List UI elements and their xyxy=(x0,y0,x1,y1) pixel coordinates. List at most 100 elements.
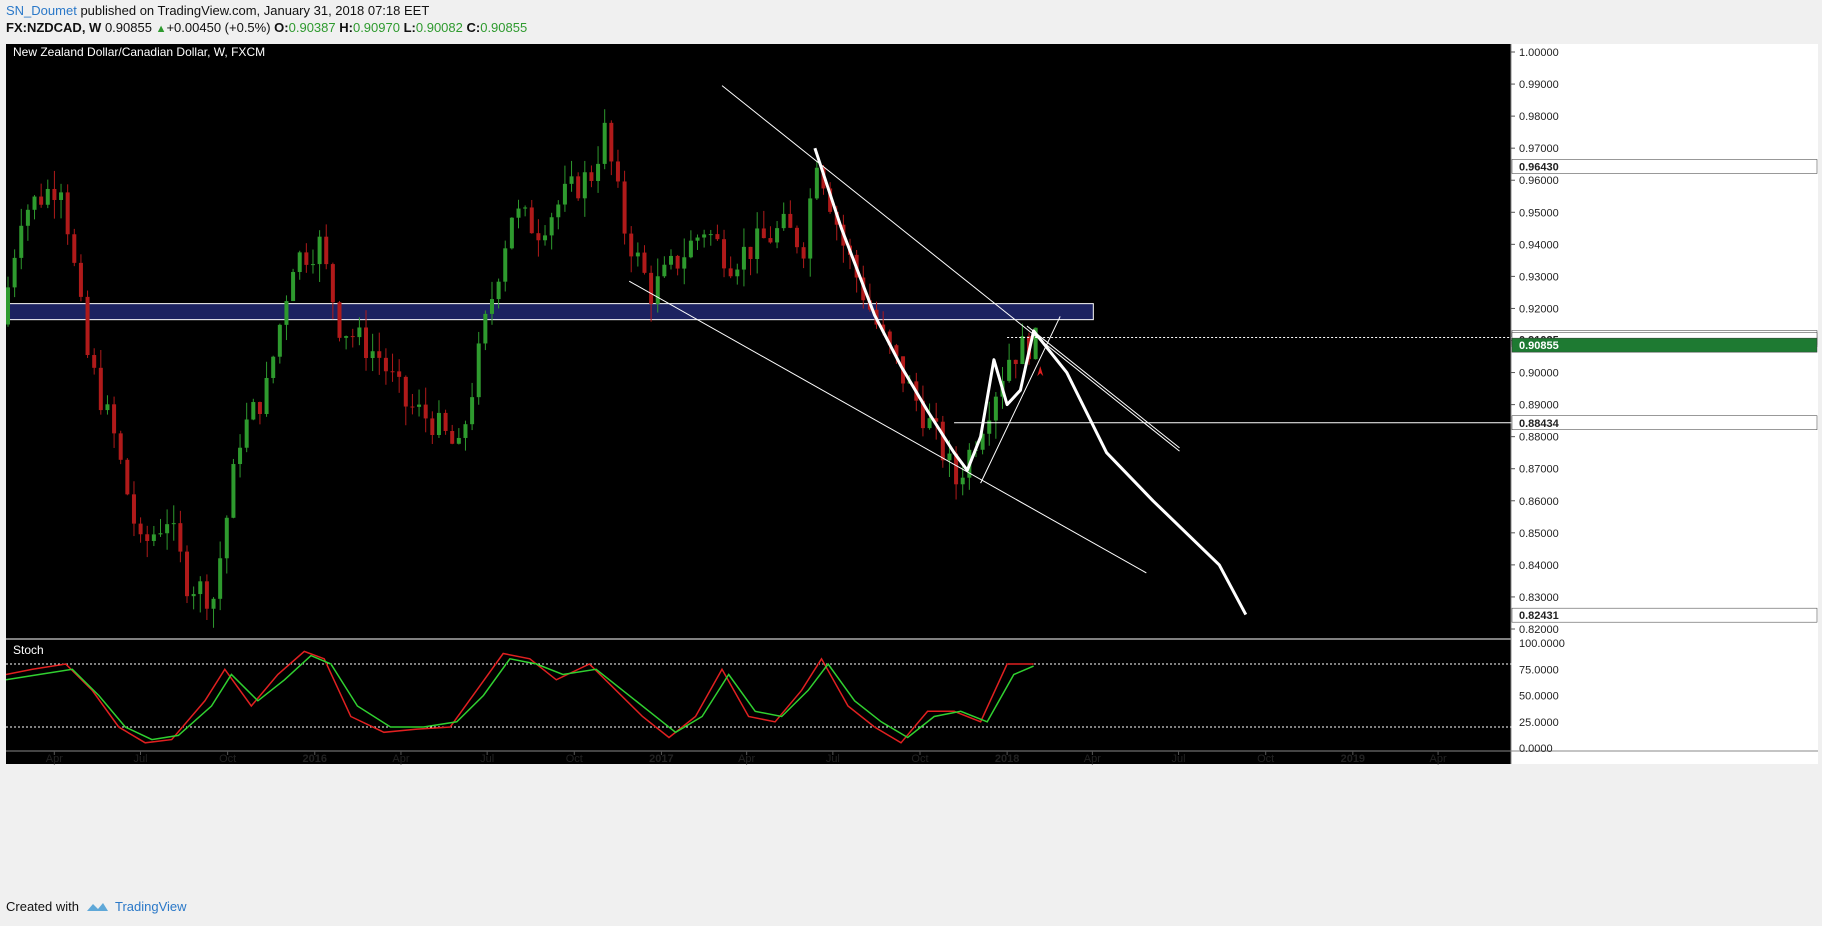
candle-body xyxy=(622,181,627,234)
candle-body xyxy=(655,276,660,304)
candle-body xyxy=(1013,359,1018,364)
stoch-tick-label: 50.0000 xyxy=(1519,691,1559,703)
candle-body xyxy=(562,183,567,205)
candle-body xyxy=(808,198,813,259)
price-axis-labels: 1.00000 0.99000 0.98000 0.97000 0.96000 0.950… xyxy=(1511,47,1818,636)
price-tick-label: 0.86000 xyxy=(1519,496,1559,508)
tradingview-link[interactable]: TradingView xyxy=(114,899,187,914)
candle-body xyxy=(158,533,163,535)
candle-body xyxy=(403,376,408,407)
price-tick-label: 0.97000 xyxy=(1519,143,1559,155)
time-tick-label: Jul xyxy=(480,753,494,765)
candle-body xyxy=(1007,359,1012,381)
candle-body xyxy=(735,269,740,277)
candle-body xyxy=(794,227,799,248)
candle-body xyxy=(596,163,601,181)
candle-body xyxy=(25,209,30,226)
price-tick-label: 0.95000 xyxy=(1519,207,1559,219)
candle-body xyxy=(476,343,481,398)
candle-body xyxy=(702,234,707,238)
time-tick-label: Jul xyxy=(1172,753,1186,765)
candle-body xyxy=(145,534,150,541)
candle-body xyxy=(722,239,727,269)
candle-body xyxy=(317,236,322,265)
price-tick-label: 0.89000 xyxy=(1519,400,1559,412)
candle-body xyxy=(291,272,296,302)
candle-body xyxy=(569,176,574,184)
candle-body xyxy=(59,192,64,200)
candle-body xyxy=(78,262,83,297)
low-value: 0.90082 xyxy=(415,20,463,35)
candle-body xyxy=(350,336,355,338)
candle-body xyxy=(536,233,541,241)
stoch-d-line xyxy=(6,654,1034,741)
candle-body xyxy=(761,228,766,239)
candle-body xyxy=(191,594,196,597)
candle-body xyxy=(463,424,468,438)
candle-body xyxy=(443,412,448,431)
candle-body xyxy=(85,296,90,356)
candle-body xyxy=(397,371,402,377)
candle-body xyxy=(516,208,521,218)
author-link[interactable]: SN_Doumet xyxy=(6,3,77,18)
time-tick-label: Apr xyxy=(46,753,63,765)
open-value: 0.90387 xyxy=(288,20,336,35)
created-with-text: Created with xyxy=(6,899,79,914)
price-tick-label: 0.92000 xyxy=(1519,303,1559,315)
candle-body xyxy=(960,477,965,485)
candle-body xyxy=(662,264,667,277)
candle-body xyxy=(238,447,243,465)
candle-body xyxy=(364,327,369,359)
candle-body xyxy=(370,351,375,359)
candle-body xyxy=(688,240,693,258)
stoch-label: Stoch xyxy=(13,643,44,657)
time-tick-label: Jul xyxy=(133,753,147,765)
low-label: L: xyxy=(403,20,416,35)
time-tick-label: Oct xyxy=(1257,753,1274,765)
candle-body xyxy=(264,377,269,415)
red-arrow-icon xyxy=(1037,366,1044,377)
candle-body xyxy=(954,453,959,485)
candle-body xyxy=(529,207,534,234)
high-label: H: xyxy=(339,20,353,35)
candle-body xyxy=(947,453,952,461)
candle-body xyxy=(138,523,143,535)
time-tick-label: Apr xyxy=(738,753,755,765)
support-price-label-box xyxy=(1511,415,1818,431)
candle-body xyxy=(894,345,899,357)
candle-body xyxy=(741,246,746,270)
time-tick-label: Apr xyxy=(392,753,409,765)
candle-body xyxy=(165,524,170,534)
candle-body xyxy=(828,188,833,212)
candle-body xyxy=(65,192,70,235)
candle-body xyxy=(668,255,673,265)
price-tick-label: 0.88000 xyxy=(1519,432,1559,444)
candle-body xyxy=(549,217,554,236)
price-chart[interactable]: New Zealand Dollar/Canadian Dollar, W, F… xyxy=(6,44,1818,889)
candle-body xyxy=(788,213,793,228)
candle-body xyxy=(934,418,939,422)
candle-body xyxy=(801,247,806,259)
price-tick-label: 0.84000 xyxy=(1519,560,1559,572)
chart-background xyxy=(6,44,1511,764)
stoch-tick-label: 25.0000 xyxy=(1519,717,1559,729)
candle-body xyxy=(417,404,422,407)
candle-body xyxy=(509,217,514,249)
projection-path xyxy=(813,147,1248,616)
candle-body xyxy=(470,397,475,425)
projection-price-label: 0.82431 xyxy=(1519,610,1559,622)
candle-body xyxy=(344,336,349,338)
trendline-2 xyxy=(628,280,1147,574)
candle-body xyxy=(881,324,886,332)
candle-body xyxy=(629,233,634,257)
candle-body xyxy=(582,172,587,199)
extra-price-label: 0.96430 xyxy=(1519,161,1559,173)
below-chart-area xyxy=(6,764,1818,889)
candle-body xyxy=(576,176,581,199)
price-tick-label: 0.82000 xyxy=(1519,624,1559,636)
symbol-line: FX:NZDCAD, W 0.90855 ▲+0.00450 (+0.5%) O… xyxy=(6,20,527,35)
candle-body xyxy=(32,196,37,210)
candle-body xyxy=(649,272,654,304)
candle-body xyxy=(185,551,190,597)
candle-body xyxy=(105,404,110,411)
